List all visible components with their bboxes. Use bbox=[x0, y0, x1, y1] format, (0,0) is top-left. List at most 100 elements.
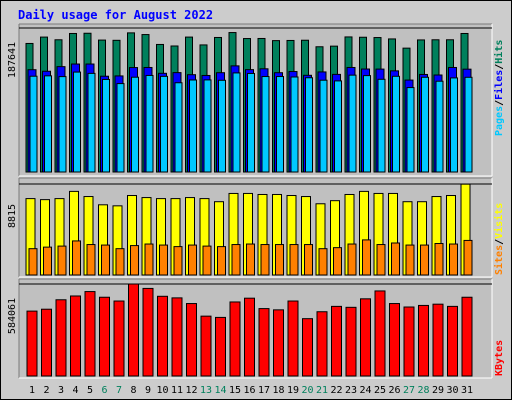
sites-bar bbox=[144, 243, 154, 276]
pages-bar bbox=[189, 79, 197, 173]
sites-bar bbox=[231, 244, 241, 276]
sites-bar bbox=[202, 245, 212, 276]
pages-bar bbox=[116, 83, 125, 173]
x-tick-label: 11 bbox=[171, 385, 183, 396]
pages-bar bbox=[450, 77, 458, 173]
pages-bar bbox=[174, 82, 183, 173]
sites-bar bbox=[260, 244, 270, 276]
legend-item: / bbox=[494, 100, 505, 106]
kbytes-bar bbox=[447, 305, 458, 377]
kbytes-bar bbox=[432, 303, 444, 377]
kbytes-bar bbox=[113, 300, 125, 377]
y-max-label: 8815 bbox=[7, 204, 18, 228]
x-tick-label: 6 bbox=[101, 385, 107, 396]
sites-bar bbox=[217, 246, 226, 276]
x-tick-label: 28 bbox=[417, 385, 429, 396]
pages-bar bbox=[102, 78, 110, 173]
pages-bar bbox=[348, 74, 357, 173]
x-tick-label: 19 bbox=[287, 385, 299, 396]
kbytes-bar bbox=[215, 316, 226, 377]
kbytes-bar bbox=[360, 298, 371, 377]
sites-bar bbox=[420, 244, 429, 276]
x-tick-label: 1 bbox=[29, 385, 35, 396]
kbytes-bar bbox=[403, 306, 415, 377]
y-max-label: 187641 bbox=[7, 42, 18, 78]
chart-title: Daily usage for August 2022 bbox=[18, 8, 213, 22]
x-tick-label: 3 bbox=[58, 385, 64, 396]
x-tick-label: 22 bbox=[330, 385, 342, 396]
sites-bar bbox=[57, 245, 67, 276]
pages-bar bbox=[290, 76, 299, 173]
pages-bar bbox=[363, 75, 371, 173]
sites-bar bbox=[246, 243, 255, 276]
kbytes-bar bbox=[229, 301, 241, 377]
sites-bar bbox=[275, 244, 284, 276]
legend-item: Pages bbox=[494, 106, 505, 136]
legend-top: Pages/Files/Hits bbox=[493, 40, 505, 136]
sites-bar bbox=[101, 244, 110, 276]
sites-bar bbox=[130, 245, 139, 276]
sites-bar bbox=[333, 247, 342, 276]
x-tick-label: 13 bbox=[200, 385, 212, 396]
kbytes-bar bbox=[41, 308, 52, 377]
y-max-label: 584061 bbox=[7, 298, 18, 334]
legend-middle: Sites/Visits bbox=[493, 203, 505, 275]
x-tick-label: 26 bbox=[388, 385, 400, 396]
sites-bar bbox=[86, 244, 96, 276]
x-tick-label: 31 bbox=[461, 385, 473, 396]
sites-bar bbox=[188, 244, 197, 276]
legend-item: Files bbox=[493, 70, 505, 100]
kbytes-bar bbox=[345, 306, 357, 377]
x-tick-label: 17 bbox=[258, 385, 270, 396]
kbytes-bar bbox=[302, 318, 313, 377]
pages-bar bbox=[218, 79, 226, 173]
legend-item: / bbox=[494, 239, 505, 245]
sites-bar bbox=[318, 248, 328, 276]
x-tick-label: 15 bbox=[229, 385, 241, 396]
pages-bar bbox=[377, 78, 386, 173]
pages-bar bbox=[131, 76, 139, 173]
pages-bar bbox=[435, 80, 444, 173]
pages-bar bbox=[160, 75, 168, 173]
kbytes-bar bbox=[157, 295, 168, 377]
kbytes-bar bbox=[374, 290, 386, 377]
pages-bar bbox=[247, 72, 255, 173]
x-tick-label: 25 bbox=[374, 385, 386, 396]
sites-bar bbox=[449, 243, 458, 276]
x-tick-label: 12 bbox=[185, 385, 197, 396]
kbytes-bar bbox=[70, 295, 81, 377]
kbytes-bar bbox=[186, 303, 197, 377]
x-tick-label: 29 bbox=[432, 385, 444, 396]
pages-bar bbox=[261, 76, 270, 173]
kbytes-bar bbox=[55, 299, 67, 377]
x-tick-label: 23 bbox=[345, 385, 357, 396]
sites-bar bbox=[362, 239, 371, 276]
pages-bar bbox=[29, 75, 38, 173]
x-tick-label: 7 bbox=[116, 385, 122, 396]
sites-bar bbox=[289, 244, 299, 276]
kbytes-bar bbox=[244, 297, 255, 377]
sites-bar bbox=[434, 243, 444, 276]
kbytes-bar bbox=[99, 296, 110, 377]
x-tick-label: 8 bbox=[130, 385, 136, 396]
legend-item: Sites bbox=[493, 245, 505, 275]
sites-bar bbox=[391, 242, 400, 276]
sites-bar bbox=[28, 248, 38, 276]
sites-bar bbox=[43, 246, 52, 276]
x-tick-label: 10 bbox=[156, 385, 168, 396]
kbytes-bar bbox=[171, 297, 183, 377]
sites-bar bbox=[72, 240, 81, 276]
pages-bar bbox=[87, 72, 96, 173]
x-tick-label: 18 bbox=[272, 385, 284, 396]
kbytes-bar bbox=[84, 291, 96, 377]
sites-bar bbox=[159, 244, 168, 276]
kbytes-bar bbox=[26, 310, 38, 377]
kbytes-bar bbox=[461, 296, 473, 377]
kbytes-bar bbox=[273, 309, 284, 377]
x-tick-label: 30 bbox=[446, 385, 458, 396]
pages-bar bbox=[305, 77, 313, 173]
kbytes-bar bbox=[418, 304, 429, 377]
legend-item: / bbox=[494, 64, 505, 70]
sites-bar bbox=[304, 244, 313, 276]
x-tick-label: 16 bbox=[243, 385, 255, 396]
